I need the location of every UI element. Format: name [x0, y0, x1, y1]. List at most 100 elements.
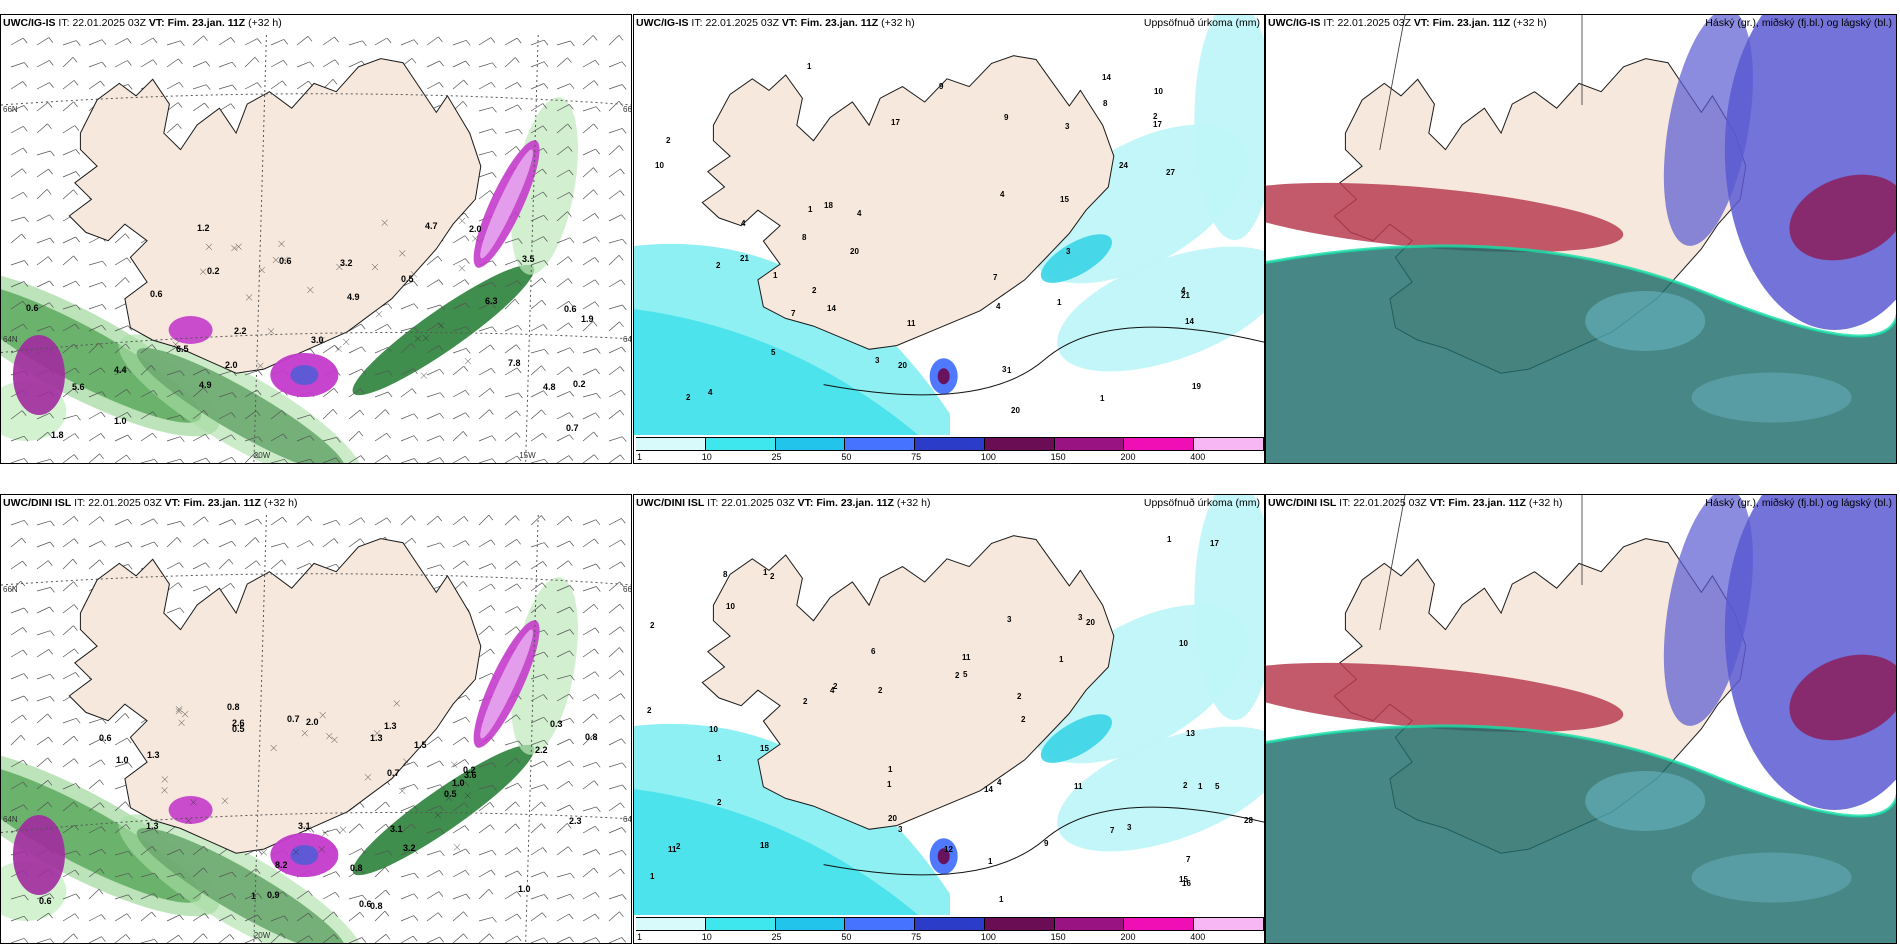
point-value-label: 21 [740, 254, 749, 263]
point-value-label: 8 [1103, 99, 1108, 108]
point-value-label: 0.9 [267, 890, 280, 900]
point-value-label: 28 [1244, 816, 1253, 825]
colorbar-tick-label: 400 [1190, 452, 1206, 462]
point-value-label: 4.4 [114, 365, 127, 375]
point-value-label: 0.7 [566, 423, 579, 433]
point-value-label: 10 [726, 602, 735, 611]
point-value-label: 2 [1017, 692, 1022, 701]
point-value-label: 0.2 [573, 379, 586, 389]
axis-label: 64N [623, 815, 632, 824]
point-value-label: 4.9 [347, 292, 360, 302]
point-value-label: 24 [1119, 161, 1128, 170]
map-canvas [634, 495, 1264, 915]
axis-label: 20W [253, 451, 271, 460]
colorbar-segment [636, 437, 706, 451]
point-value-label: 0.5 [444, 789, 457, 799]
point-value-label: 5.6 [72, 382, 85, 392]
point-value-label: 3.1 [390, 824, 403, 834]
point-value-label: 3 [1066, 247, 1071, 256]
point-value-label: 9 [1044, 839, 1049, 848]
axis-label: 20W [253, 931, 271, 940]
axis-label: 66N [3, 105, 18, 114]
point-value-label: 2 [686, 393, 691, 402]
point-value-label: 17 [1153, 120, 1162, 129]
point-value-label: 16 [1182, 879, 1191, 888]
point-value-label: 1.0 [114, 416, 127, 426]
point-value-label: 2.0 [469, 224, 482, 234]
point-value-label: 8 [723, 570, 728, 579]
point-value-label: 6.5 [176, 344, 189, 354]
point-value-label: 3 [875, 356, 880, 365]
point-value-label: 0.2 [463, 765, 476, 775]
init-time-label: IT: [1339, 497, 1351, 509]
colorbar: 1 10 25 50 75 100 150 200 400 [634, 915, 1264, 943]
point-value-label: 2.6 [232, 718, 245, 728]
point-value-label: 0.8 [350, 863, 363, 873]
point-value-label: 11 [962, 653, 971, 662]
point-value-label: 17 [891, 118, 900, 127]
point-value-label: 1.2 [197, 223, 210, 233]
point-value-label: 4 [1000, 190, 1005, 199]
point-value-label: 2 [812, 286, 817, 295]
point-value-label: 1 [888, 765, 893, 774]
point-value-label: 2 [717, 798, 722, 807]
point-value-label: 8.2 [275, 860, 288, 870]
init-time-value: 22.01.2025 03Z [1353, 497, 1427, 509]
axis-label: 15W [519, 451, 536, 460]
lead-time: (+32 h) [881, 17, 915, 29]
axis-label: 64N [3, 815, 18, 824]
point-value-label: 1.3 [384, 721, 397, 731]
point-value-label: 1 [1057, 298, 1062, 307]
point-value-label: 0.6 [359, 899, 372, 909]
point-value-label: 3.6 [464, 770, 477, 780]
colorbar-segment [705, 437, 776, 451]
point-value-label: 2 [647, 706, 652, 715]
colorbar-tick-label: 1 [637, 452, 643, 462]
point-value-label: 4 [996, 302, 1001, 311]
point-value-label: 19 [1192, 382, 1201, 391]
panel-header: UWC/IG-IS IT: 22.01.2025 03Z VT: Fim. 23… [636, 17, 1260, 33]
colorbar-tick-label: 50 [841, 932, 852, 942]
point-value-label: 1 [1198, 782, 1203, 791]
point-value-label: 5 [963, 670, 968, 679]
valid-time-value: Fim. 23.jan. 11Z [816, 497, 894, 509]
valid-time-label: VT: [148, 17, 165, 29]
axis-label: 66N [3, 585, 18, 594]
point-value-label: 4.7 [425, 221, 438, 231]
point-value-label: 15 [760, 744, 769, 753]
point-value-label: 0.6 [279, 256, 292, 266]
map-canvas [1266, 15, 1896, 463]
point-value-label: 9 [1004, 113, 1009, 122]
model-name: UWC/IG-IS [1268, 17, 1321, 29]
point-value-label: 0.7 [387, 768, 400, 778]
point-value-label: 3 [1065, 122, 1070, 131]
point-value-label: 5 [1215, 782, 1220, 791]
colorbar-tick-label: 400 [1190, 932, 1206, 942]
colorbar-tick-label: 150 [1050, 932, 1066, 942]
colorbar-segment [1194, 917, 1264, 931]
point-value-label: 1.9 [581, 314, 594, 324]
point-value-label: 20 [1011, 406, 1020, 415]
panel-header: UWC/DINI ISL IT: 22.01.2025 03Z VT: Fim.… [636, 497, 1260, 513]
point-value-label: 7 [791, 309, 796, 318]
point-value-label: 11 [668, 845, 677, 854]
point-value-label: 8 [802, 233, 807, 242]
point-value-label: 1 [763, 568, 768, 577]
init-time-value: 22.01.2025 03Z [88, 497, 162, 509]
point-value-label: 2.3 [569, 816, 582, 826]
colorbar-segment [775, 917, 846, 931]
init-time-value: 22.01.2025 03Z [1337, 17, 1411, 29]
point-value-label: 1 [988, 857, 993, 866]
point-value-label: 4 [997, 778, 1002, 787]
point-value-label: 1 [808, 205, 813, 214]
point-value-label: 1.0 [116, 755, 129, 765]
point-value-label: 20 [1086, 618, 1095, 627]
point-value-label: 5 [771, 348, 776, 357]
point-value-label: 3 [1007, 615, 1012, 624]
colorbar-tick-label: 10 [701, 932, 712, 942]
point-value-label: 2.2 [234, 326, 247, 336]
point-value-label: 18 [824, 201, 833, 210]
field-title: Háský (gr.), miðský (fj.bl.) og lágský (… [1705, 17, 1892, 29]
colorbar-tick-label: 150 [1050, 452, 1066, 462]
init-time-label: IT: [58, 17, 70, 29]
